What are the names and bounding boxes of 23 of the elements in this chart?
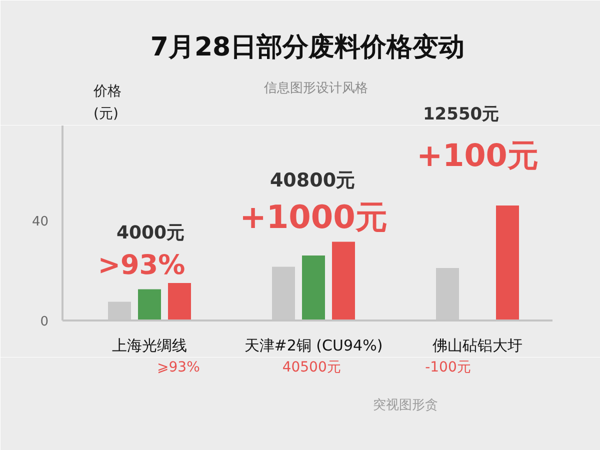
text: 突视图形贪 <box>372 398 438 413</box>
y-tick-label: 40 <box>32 214 49 230</box>
chart-title: 7月28日部分废料价格变动 <box>150 32 465 62</box>
y-axis-title: 价格 (元) <box>92 84 122 122</box>
x-tick-label: 佛山砧铝大圩 <box>432 336 522 354</box>
bar <box>302 256 325 320</box>
text: 信息图形设计风格 <box>264 81 368 96</box>
bar <box>332 242 355 320</box>
text: ⩾93% <box>157 360 200 376</box>
x-tick-label: 天津#2铜 (CU94%) <box>244 336 383 354</box>
annotation: 4000元 <box>116 222 185 244</box>
annotation: +100元 <box>416 138 538 174</box>
x-tick-label: 上海光绸线 <box>112 336 187 354</box>
bar <box>168 283 191 320</box>
text: -100元 <box>425 360 471 376</box>
text: 12550元 <box>422 104 500 124</box>
y-tick-label: 0 <box>40 314 49 330</box>
annotation: +1000元 <box>240 198 388 236</box>
bar <box>496 206 519 320</box>
annotation: 40800元 <box>270 169 356 192</box>
annotation: >93% <box>98 250 186 282</box>
text: 40500元 <box>282 360 341 376</box>
bar <box>138 289 161 320</box>
